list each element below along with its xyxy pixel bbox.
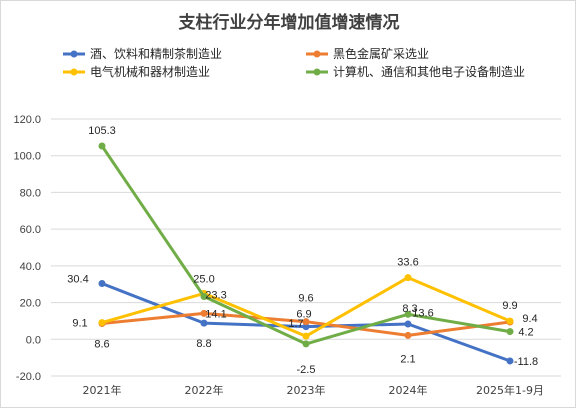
legend-item: 电气机械和器材制造业 — [63, 64, 210, 79]
data-point — [302, 340, 310, 348]
y-tick-label: -20.0 — [16, 371, 41, 383]
legend-label: 电气机械和器材制造业 — [90, 64, 210, 79]
data-label: 30.4 — [67, 273, 88, 285]
y-axis: -20.0 0.0 20.0 40.0 60.0 80.0 100.0 120.0 — [13, 114, 41, 383]
legend-label: 计算机、通信和其他电子设备制造业 — [333, 64, 525, 79]
data-point — [404, 274, 412, 282]
data-point — [506, 357, 514, 365]
y-tick-label: 0.0 — [26, 334, 41, 346]
chart-title: 支柱行业分年增加值增速情况 — [179, 12, 400, 33]
data-label: 9.1 — [72, 318, 87, 330]
data-label: 105.3 — [88, 125, 116, 137]
data-label: -2.5 — [297, 364, 316, 376]
data-label: 8.3 — [402, 303, 417, 315]
data-label: 6.9 — [296, 309, 311, 321]
legend-item: 黑色金属矿采选业 — [306, 46, 429, 61]
y-tick-label: 20.0 — [20, 298, 41, 310]
data-label: 8.8 — [196, 338, 211, 350]
data-label: 25.0 — [193, 273, 214, 285]
data-label: 23.3 — [205, 290, 226, 302]
data-point — [98, 142, 106, 150]
data-point — [98, 279, 106, 287]
x-tick-label: 2024年 — [389, 383, 428, 397]
legend-marker — [70, 68, 78, 76]
x-axis: 2021年 2022年 2023年 2024年 2025年1-9月 — [83, 383, 544, 397]
data-point — [404, 331, 412, 339]
legend-marker — [313, 68, 321, 76]
data-point — [404, 310, 412, 318]
data-point — [200, 293, 208, 301]
data-point — [506, 328, 514, 336]
data-label: -11.8 — [514, 356, 538, 368]
data-point — [200, 319, 208, 327]
legend-item: 计算机、通信和其他电子设备制造业 — [306, 64, 525, 79]
data-label: 4.2 — [518, 327, 533, 339]
data-point — [506, 317, 514, 325]
data-label: 13.6 — [412, 307, 433, 319]
y-tick-label: 60.0 — [20, 224, 41, 236]
data-label: 33.6 — [397, 257, 418, 269]
x-tick-label: 2025年1-9月 — [476, 383, 544, 397]
data-label: 14.1 — [205, 308, 226, 320]
legend-label: 酒、饮料和精制茶制造业 — [90, 46, 222, 61]
data-label: 8.6 — [94, 338, 109, 350]
data-label: 9.4 — [522, 313, 537, 325]
y-tick-label: 40.0 — [20, 261, 41, 273]
legend-marker — [70, 50, 78, 58]
data-point — [302, 323, 310, 331]
legend-label: 黑色金属矿采选业 — [333, 46, 429, 61]
data-label: 9.6 — [298, 293, 313, 305]
x-tick-label: 2022年 — [185, 383, 224, 397]
y-tick-label: 120.0 — [13, 114, 41, 126]
data-point — [302, 318, 310, 326]
y-tick-label: 100.0 — [13, 151, 41, 163]
legend-item: 酒、饮料和精制茶制造业 — [63, 46, 222, 61]
data-point — [98, 319, 106, 327]
plot-area — [98, 142, 514, 365]
legend-marker — [313, 50, 321, 58]
data-point — [200, 309, 208, 317]
data-label: 2.1 — [400, 353, 415, 365]
data-point — [302, 332, 310, 340]
data-labels: 30.4 8.8 6.9 8.3 -11.8 8.6 14.1 9.6 2.1 9.4 9.1 25.… — [67, 125, 538, 376]
data-label: 1.7 — [288, 318, 303, 330]
y-tick-label: 80.0 — [20, 187, 41, 199]
x-tick-label: 2021年 — [83, 383, 122, 397]
data-point — [404, 320, 412, 328]
data-label: 9.9 — [502, 300, 517, 312]
x-tick-label: 2023年 — [287, 383, 326, 397]
